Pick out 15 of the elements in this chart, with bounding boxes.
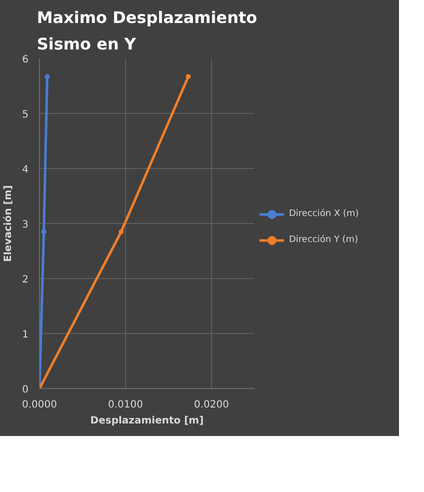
x-tick-label: 0.0200 — [194, 400, 230, 410]
y-tick-label: 2 — [22, 274, 29, 286]
legend-label: Dirección Y (m) — [289, 234, 358, 244]
y-tick-label: 0 — [22, 384, 29, 396]
y-tick-label: 4 — [22, 164, 29, 176]
y-axis-title: Elevación [m] — [3, 185, 14, 262]
x-tick-label: 0.0000 — [22, 400, 58, 410]
chart-title: Maximo Desplazamiento Sismo en Y — [36, 8, 258, 54]
y-tick-label: 3 — [22, 220, 29, 230]
x-axis-title: Desplazamiento [m] — [90, 416, 204, 426]
y-tick-label: 1 — [22, 330, 29, 340]
x-tick-label: 0.0100 — [108, 400, 144, 410]
y-tick-label: 6 — [22, 54, 29, 66]
legend-label: Dirección X (m) — [289, 208, 359, 218]
y-tick-label: 5 — [22, 110, 29, 120]
